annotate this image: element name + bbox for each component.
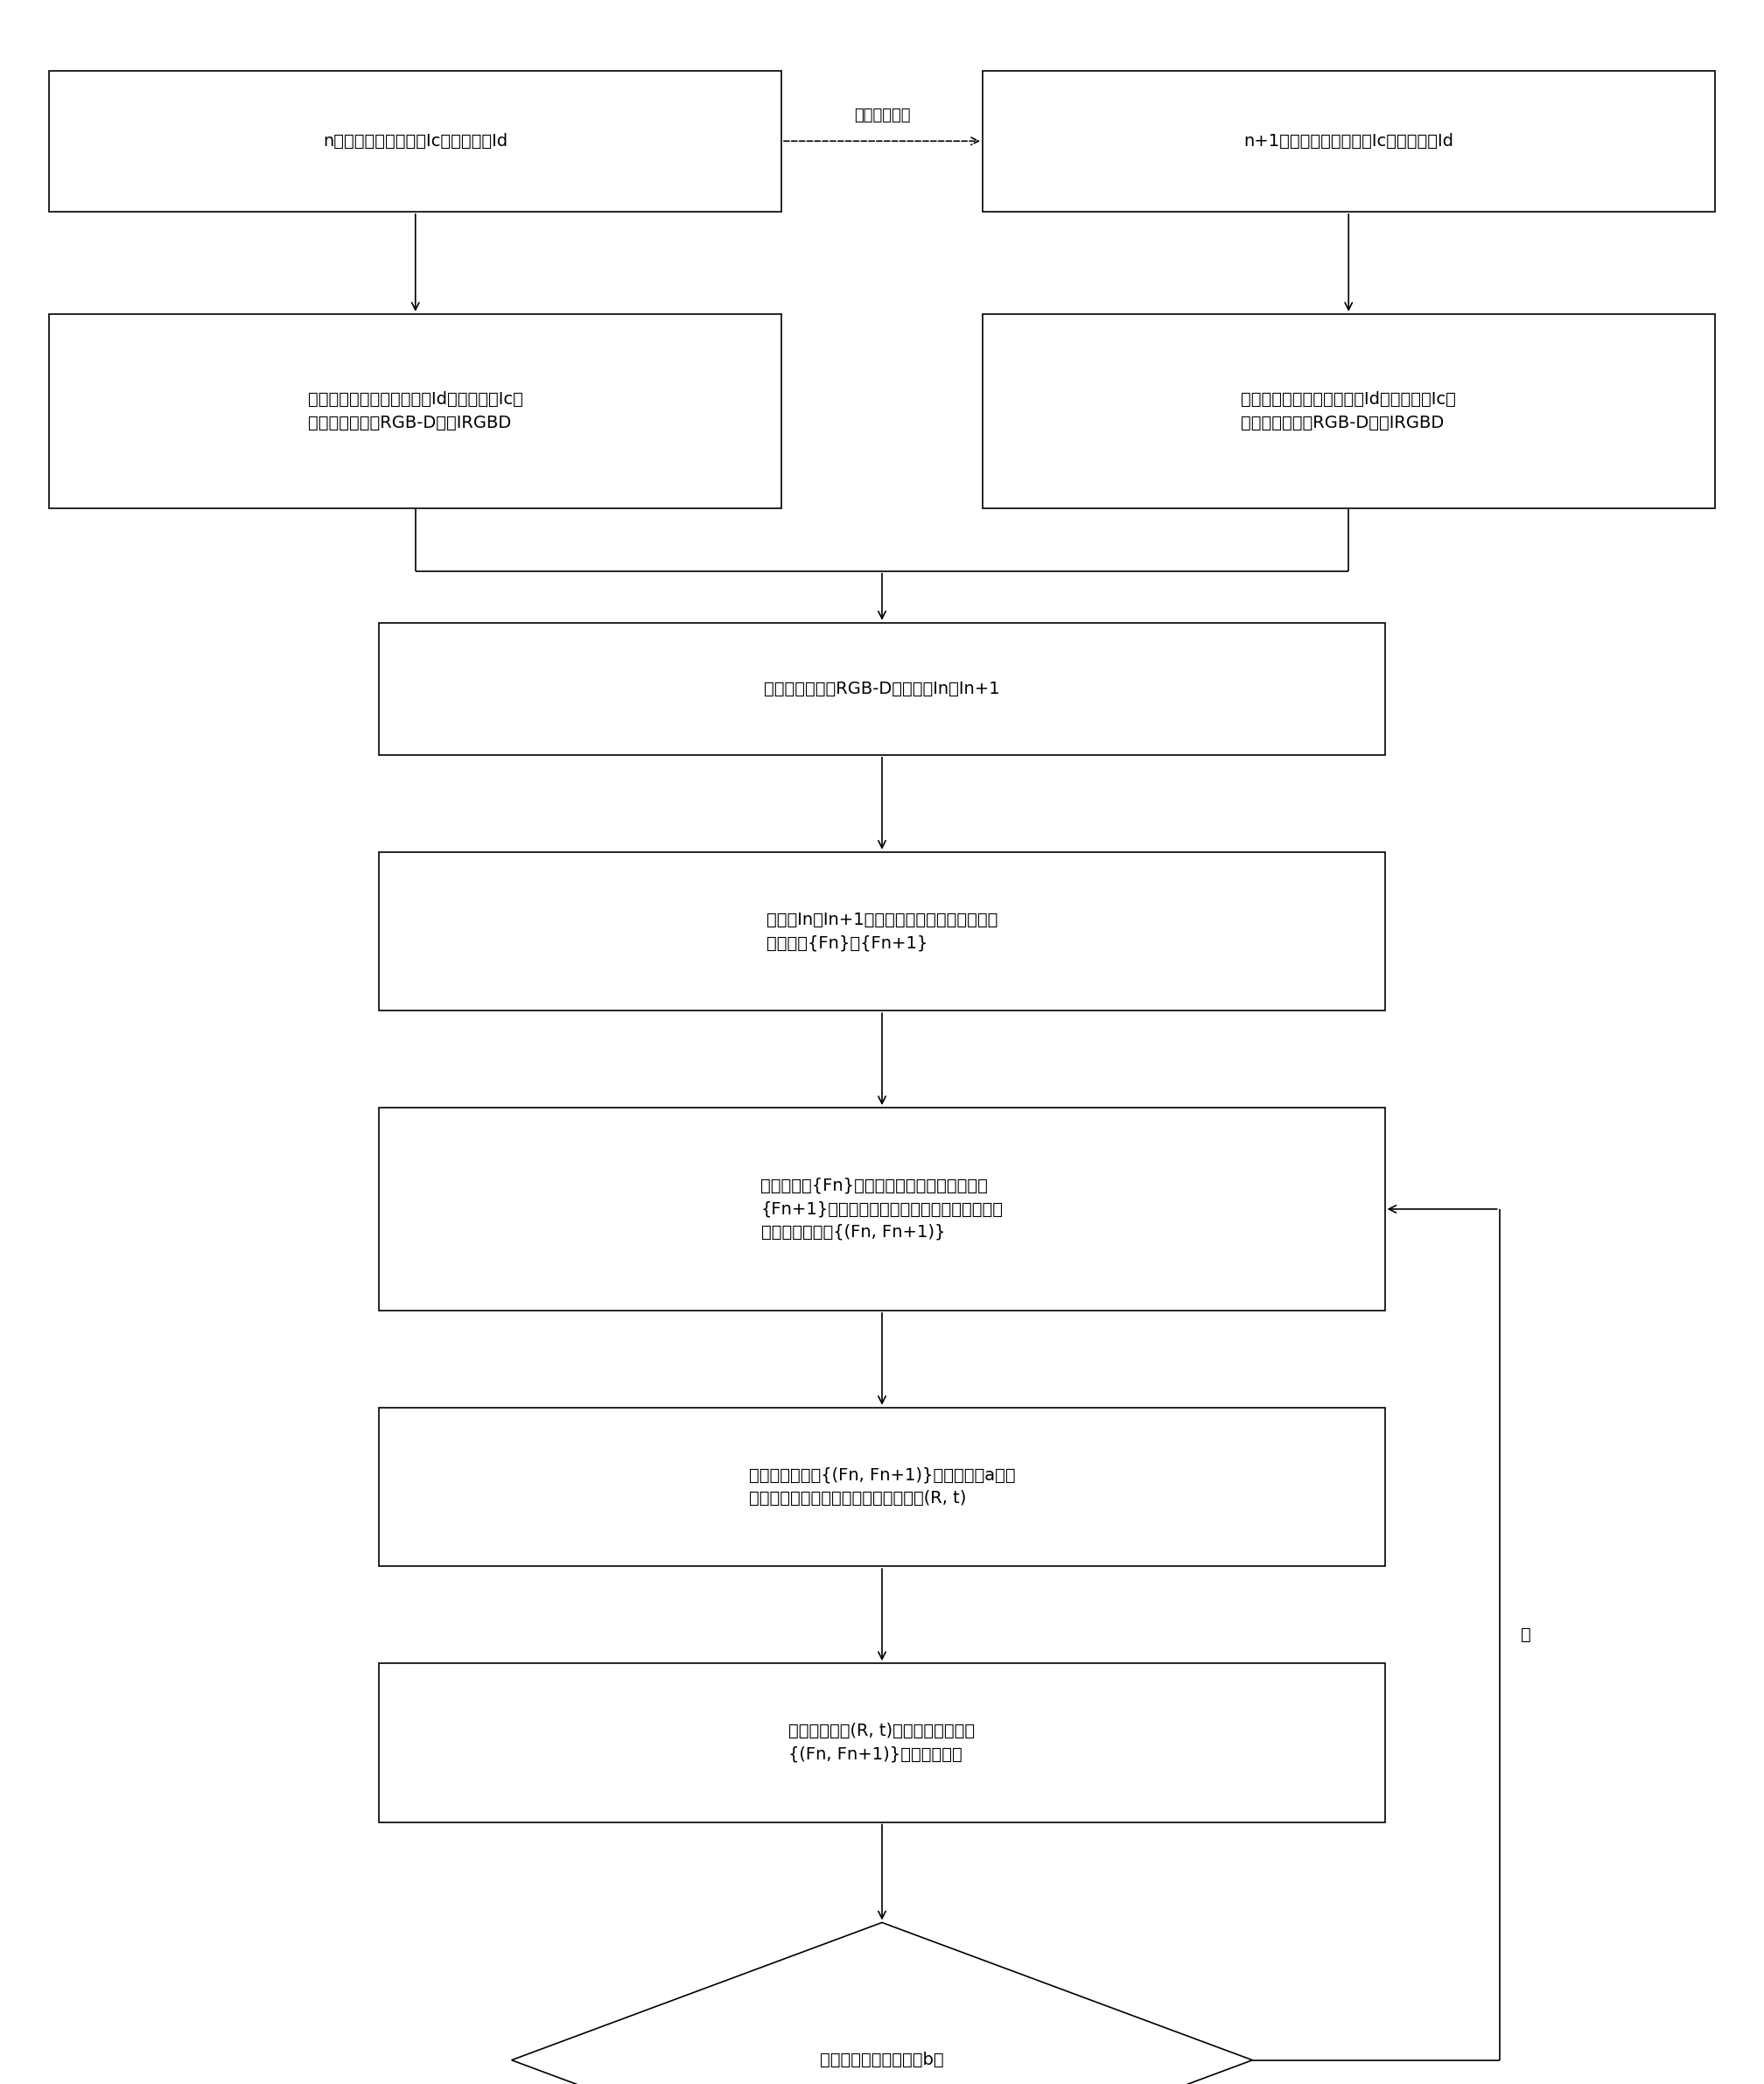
Text: 否: 否 <box>1521 1626 1531 1642</box>
Text: 从特征点对集合{(Fn, Fn+1)}中随机抽出a对特
征点对，并确定两帧图像间的运动参数(R, t): 从特征点对集合{(Fn, Fn+1)}中随机抽出a对特 征点对，并确定两帧图像间… <box>748 1467 1016 1507</box>
Bar <box>49 71 781 213</box>
Text: 前后连续的两帧RGB-D图像记为In和In+1: 前后连续的两帧RGB-D图像记为In和In+1 <box>764 681 1000 696</box>
Text: 运动一段距离: 运动一段距离 <box>854 108 910 123</box>
Text: n+1时刻，输入彩色图像Ic和深度图像Id: n+1时刻，输入彩色图像Ic和深度图像Id <box>1244 133 1454 150</box>
Polygon shape <box>512 1924 1252 2084</box>
Text: n时刻，输入彩色图像Ic和深度图像Id: n时刻，输入彩色图像Ic和深度图像Id <box>323 133 508 150</box>
Text: 对特征点集{Fn}中每一个特征点，从特征点集
{Fn+1}中找出与之最邻近的特征点，得到匹配
的特征点对集合{(Fn, Fn+1)}: 对特征点集{Fn}中每一个特征点，从特征点集 {Fn+1}中找出与之最邻近的特征… <box>760 1177 1004 1240</box>
Text: 随机抽样次数是否达到b次: 随机抽样次数是否达到b次 <box>820 2053 944 2069</box>
Bar <box>49 315 781 508</box>
Bar <box>379 1407 1385 1567</box>
Bar <box>379 1663 1385 1821</box>
Text: 通过坐标变换，使深度图像Id和彩色图像Ic对
齐，得到对齐的RGB-D图像IRGBD: 通过坐标变换，使深度图像Id和彩色图像Ic对 齐，得到对齐的RGB-D图像IRG… <box>309 392 522 431</box>
Text: 通过坐标变换，使深度图像Id和彩色图像Ic对
齐，得到对齐的RGB-D图像IRGBD: 通过坐标变换，使深度图像Id和彩色图像Ic对 齐，得到对齐的RGB-D图像IRG… <box>1242 392 1455 431</box>
Bar <box>983 315 1715 508</box>
Bar <box>983 71 1715 213</box>
Bar <box>379 623 1385 754</box>
Text: 对图像In和In+1进行特征点提取并描述，得到
特征点集{Fn}和{Fn+1}: 对图像In和In+1进行特征点提取并描述，得到 特征点集{Fn}和{Fn+1} <box>766 911 998 950</box>
Text: 根据运动参数(R, t)统计特征点对集合
{(Fn, Fn+1)}中内点的个数: 根据运动参数(R, t)统计特征点对集合 {(Fn, Fn+1)}中内点的个数 <box>789 1723 975 1763</box>
Bar <box>379 1109 1385 1311</box>
Bar <box>379 852 1385 1011</box>
